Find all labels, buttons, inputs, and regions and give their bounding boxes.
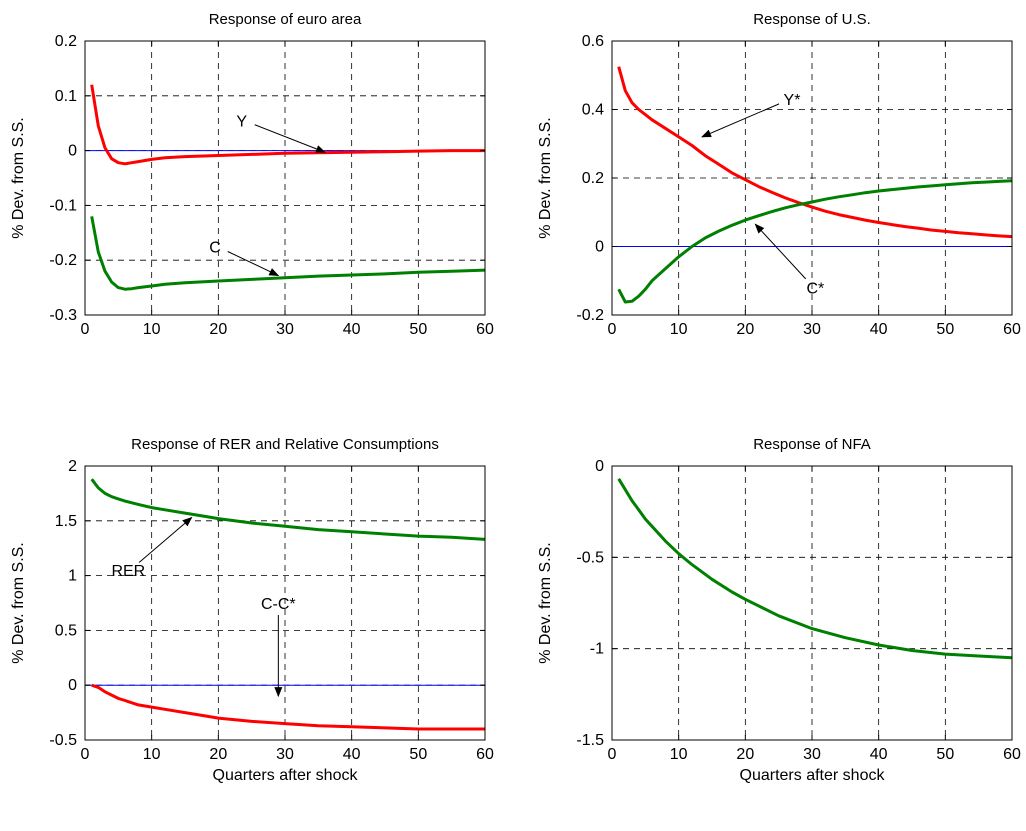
x-tick-label: 30 [803, 321, 821, 338]
annotation-label: RER [111, 563, 145, 580]
annotation-label: Y* [784, 92, 801, 109]
y-axis-label: % Dev. from S.S. [537, 542, 554, 664]
chart-panel-4: 0 10 20 30 40 50 60 -1.5 -1 -0.5 0 Response of NFA%… [537, 436, 1021, 784]
annotation-arrow [138, 516, 193, 563]
x-tick-label: 50 [409, 746, 427, 763]
grid [612, 466, 1012, 740]
x-tick-label: 40 [870, 321, 888, 338]
x-tick-label: 0 [608, 321, 617, 338]
chart-title: Response of NFA [753, 436, 871, 453]
y-tick-label: -0.2 [49, 252, 77, 269]
y-tick-label: -1 [590, 641, 604, 658]
y-tick-label: -1.5 [576, 732, 604, 749]
x-tick-label: 10 [670, 746, 688, 763]
series-line-c [90, 216, 486, 291]
x-tick-label: 10 [143, 321, 161, 338]
annotation-label: C-C* [261, 596, 296, 613]
x-tick-label: 40 [343, 321, 361, 338]
x-tick-label: 60 [476, 746, 494, 763]
y-tick-label: -0.1 [49, 197, 77, 214]
x-tick-label: 60 [1003, 321, 1021, 338]
series-line-c-c- [91, 683, 485, 731]
grid [612, 41, 1012, 315]
x-tick-label: 30 [276, 746, 294, 763]
grid [85, 41, 485, 315]
x-tick-label: 10 [143, 746, 161, 763]
y-axis-label: % Dev. from S.S. [537, 117, 554, 239]
x-tick-label: 20 [209, 746, 227, 763]
y-tick-label: 0 [595, 239, 604, 256]
y-tick-label: 0.6 [582, 33, 604, 50]
y-tick-label: 0.2 [582, 170, 604, 187]
y-tick-label: -0.5 [49, 732, 77, 749]
x-tick-label: 40 [870, 746, 888, 763]
series-line-y- [617, 66, 1013, 239]
y-tick-label: 2 [68, 458, 77, 475]
annotation-arrow [701, 103, 780, 138]
x-tick-label: 40 [343, 746, 361, 763]
y-tick-label: 0.5 [55, 622, 77, 639]
chart-panel-1: 0 10 20 30 40 50 60 -0.3 -0.2 -0.1 0 0.1 0.2 Response… [10, 11, 494, 338]
y-tick-label: -0.5 [576, 549, 604, 566]
x-tick-label: 0 [81, 746, 90, 763]
annotation-arrow [754, 223, 807, 280]
x-tick-label: 60 [1003, 746, 1021, 763]
x-tick-label: 50 [936, 321, 954, 338]
series-line-nfa [617, 478, 1013, 660]
series-line-rer [90, 478, 486, 541]
chart-title: Response of euro area [209, 11, 362, 28]
y-tick-label: 1 [68, 568, 77, 585]
y-tick-label: 1.5 [55, 513, 77, 530]
y-tick-label: 0 [595, 458, 604, 475]
x-tick-label: 0 [608, 746, 617, 763]
x-tick-label: 20 [209, 321, 227, 338]
annotation-label: C [209, 240, 221, 257]
series-line-c- [617, 179, 1013, 304]
x-tick-label: 0 [81, 321, 90, 338]
y-tick-label: 0 [68, 143, 77, 160]
x-tick-label: 20 [736, 746, 754, 763]
y-tick-label: 0.4 [582, 102, 604, 119]
x-axis-label: Quarters after shock [213, 767, 359, 784]
x-tick-label: 30 [276, 321, 294, 338]
chart-title: Response of U.S. [753, 11, 871, 28]
x-axis-label: Quarters after shock [740, 767, 886, 784]
y-tick-label: -0.2 [576, 307, 604, 324]
y-axis-label: % Dev. from S.S. [10, 117, 27, 239]
y-tick-label: 0.1 [55, 88, 77, 105]
annotation-label: Y [236, 113, 247, 130]
y-axis-label: % Dev. from S.S. [10, 542, 27, 664]
x-tick-label: 50 [936, 746, 954, 763]
x-tick-label: 50 [409, 321, 427, 338]
annotation-label: C* [806, 281, 824, 298]
chart-title: Response of RER and Relative Consumption… [131, 436, 439, 453]
x-tick-label: 20 [736, 321, 754, 338]
y-tick-label: 0 [68, 677, 77, 694]
x-tick-label: 60 [476, 321, 494, 338]
x-tick-label: 10 [670, 321, 688, 338]
annotation-arrow [254, 124, 326, 153]
y-tick-label: 0.2 [55, 33, 77, 50]
series-line-y [90, 84, 485, 166]
annotation-arrow [227, 251, 280, 276]
y-tick-label: -0.3 [49, 307, 77, 324]
x-tick-label: 30 [803, 746, 821, 763]
